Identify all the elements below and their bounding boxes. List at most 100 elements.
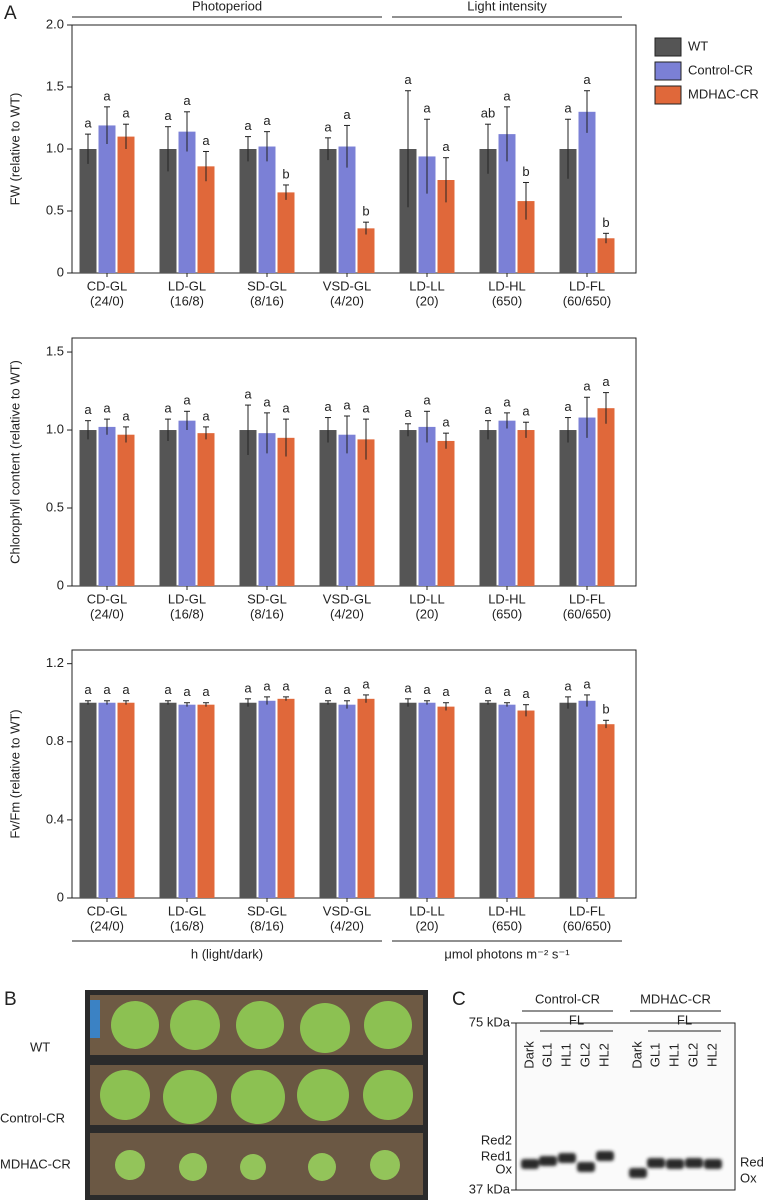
significance-letter: a xyxy=(423,101,431,116)
y-axis-title: FW (relative to WT) xyxy=(7,93,22,206)
x-tick-label: LD-LL xyxy=(409,903,444,918)
significance-letter: a xyxy=(343,107,351,122)
bar xyxy=(159,149,177,273)
bar xyxy=(98,125,116,273)
x-tick-sublabel: (650) xyxy=(492,293,522,308)
bar xyxy=(338,146,356,273)
bar xyxy=(338,704,356,898)
panel-label: B xyxy=(4,989,17,1010)
bar xyxy=(159,702,177,898)
bar xyxy=(418,702,436,898)
significance-letter: a xyxy=(583,379,591,394)
bar xyxy=(437,706,455,898)
band-label: Ox xyxy=(495,1161,512,1176)
significance-letter: a xyxy=(503,88,511,103)
x-tick-sublabel: (24/0) xyxy=(90,293,124,308)
bar xyxy=(258,433,276,586)
x-tick-label: VSD-GL xyxy=(323,903,371,918)
significance-letter: b xyxy=(522,164,529,179)
significance-letter: a xyxy=(583,676,591,691)
x-tick-sublabel: (650) xyxy=(492,606,522,621)
significance-letter: a xyxy=(362,401,370,416)
x-tick-sublabel: (8/16) xyxy=(250,293,284,308)
band xyxy=(577,1162,595,1172)
bar xyxy=(357,439,375,586)
band xyxy=(596,1151,614,1161)
y-tick-label: 1.5 xyxy=(46,78,64,93)
x-tick-sublabel: (20) xyxy=(415,606,438,621)
x-tick-sublabel: (24/0) xyxy=(90,918,124,933)
bar xyxy=(258,146,276,273)
x-tick-label: LD-HL xyxy=(488,278,526,293)
x-tick-sublabel: (16/8) xyxy=(170,293,204,308)
significance-letter: a xyxy=(122,106,130,121)
bar xyxy=(258,700,276,898)
x-tick-sublabel: (16/8) xyxy=(170,918,204,933)
lane-label: HL2 xyxy=(596,1043,611,1067)
x-tick-label: SD-GL xyxy=(247,903,287,918)
lane-label: GL1 xyxy=(647,1043,662,1068)
bar xyxy=(159,430,177,586)
band xyxy=(629,1168,647,1178)
significance-letter: a xyxy=(244,387,252,402)
x-tick-sublabel: (60/650) xyxy=(563,293,611,308)
bar xyxy=(197,433,215,586)
significance-letter: a xyxy=(564,399,572,414)
bar xyxy=(559,702,577,898)
bar xyxy=(79,702,97,898)
bar xyxy=(197,704,215,898)
bar xyxy=(239,149,257,273)
significance-letter: a xyxy=(103,401,111,416)
significance-letter: a xyxy=(244,680,252,695)
y-tick-label: 2.0 xyxy=(46,16,64,31)
band xyxy=(539,1156,557,1166)
significance-letter: a xyxy=(442,139,450,154)
bar xyxy=(597,238,615,273)
y-tick-label: 0.8 xyxy=(46,733,64,748)
x-tick-sublabel: (8/16) xyxy=(250,918,284,933)
bar xyxy=(357,228,375,273)
bar xyxy=(117,434,135,586)
significance-letter: a xyxy=(602,374,610,389)
significance-letter: a xyxy=(84,402,92,417)
bar xyxy=(559,430,577,586)
bar xyxy=(117,136,135,273)
bar xyxy=(277,698,295,898)
significance-letter: a xyxy=(522,404,530,419)
x-tick-sublabel: (650) xyxy=(492,918,522,933)
significance-letter: a xyxy=(183,93,191,108)
row-label: MDHΔC-CR xyxy=(0,1156,71,1171)
bar xyxy=(578,111,596,273)
group-label: Control-CR xyxy=(535,991,600,1006)
x-tick-label: LD-GL xyxy=(168,278,206,293)
bar xyxy=(559,149,577,273)
lane-label: Dark xyxy=(521,1041,536,1069)
bar xyxy=(517,201,535,273)
y-tick-label: 1.5 xyxy=(46,343,64,358)
significance-letter: b xyxy=(602,215,609,230)
lane-label: HL1 xyxy=(666,1043,681,1067)
significance-letter: a xyxy=(324,119,332,134)
significance-letter: a xyxy=(324,399,332,414)
condition-label: FL xyxy=(677,1012,692,1027)
row-label: WT xyxy=(30,1039,50,1054)
y-tick-label: 0 xyxy=(57,577,64,592)
x-tick-label: VSD-GL xyxy=(323,591,371,606)
bar xyxy=(578,700,596,898)
bar xyxy=(498,420,516,586)
significance-letter: a xyxy=(164,108,172,123)
marker-label: 75 kDa xyxy=(469,1014,511,1029)
group-label: MDHΔC-CR xyxy=(640,991,711,1006)
panel-label: C xyxy=(452,989,466,1010)
significance-letter: a xyxy=(282,401,290,416)
x-tick-sublabel: (60/650) xyxy=(563,918,611,933)
significance-letter: a xyxy=(404,680,412,695)
y-tick-label: 0.4 xyxy=(46,811,64,826)
band xyxy=(521,1159,539,1169)
group-footer: h (light/dark) xyxy=(191,946,263,961)
bar xyxy=(597,724,615,898)
significance-letter: a xyxy=(522,686,530,701)
band-label: Red1 xyxy=(481,1148,512,1163)
x-tick-label: SD-GL xyxy=(247,591,287,606)
marker-label: 37 kDa xyxy=(469,1181,511,1196)
